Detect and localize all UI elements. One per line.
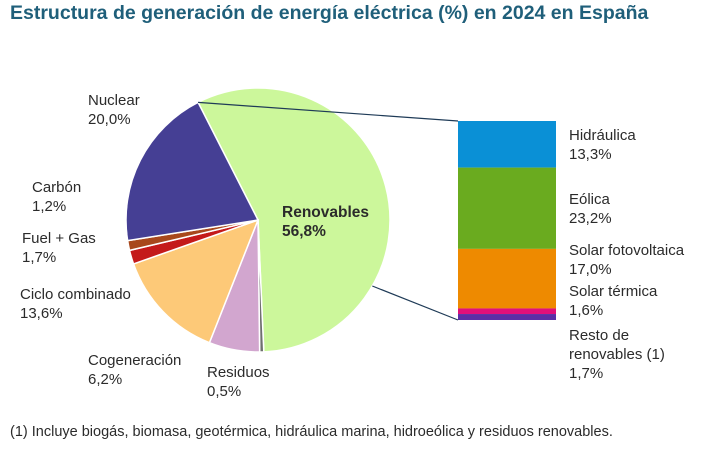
chart-title: Estructura de generación de energía eléc… — [10, 2, 649, 24]
label-resto-renovables-line2: renovables (1) — [569, 346, 665, 363]
label-residuos: Residuos 0,5% — [207, 363, 270, 401]
label-ciclo-combinado-name: Ciclo combinado — [20, 286, 131, 303]
label-eolica: Eólica 23,2% — [569, 190, 612, 228]
footnote: (1) Incluye biogás, biomasa, geotérmica,… — [10, 424, 613, 440]
label-cogeneracion-name: Cogeneración — [88, 352, 182, 369]
label-residuos-name: Residuos — [207, 364, 270, 381]
connector-line-bottom — [372, 285, 459, 321]
label-resto-renovables-value: 1,7% — [569, 365, 604, 382]
label-renovables: Renovables 56,8% — [282, 203, 369, 241]
pie-slice-renovables — [197, 87, 391, 353]
label-renovables-value: 56,8% — [282, 223, 326, 240]
bar-segment-solar-fotovoltaica — [458, 248, 556, 309]
pie-slice-nuclear — [125, 101, 260, 242]
label-hidraulica-value: 13,3% — [569, 146, 612, 163]
label-fuel-gas-value: 1,7% — [22, 249, 57, 266]
label-resto-renovables-line1: Resto de — [569, 327, 630, 344]
label-carbon: Carbón 1,2% — [32, 178, 81, 216]
label-nuclear-name: Nuclear — [88, 92, 140, 109]
label-solar-termica-name: Solar térmica — [569, 283, 658, 300]
label-ciclo-combinado: Ciclo combinado 13,6% — [20, 285, 131, 323]
label-ciclo-combinado-value: 13,6% — [20, 305, 63, 322]
label-nuclear: Nuclear 20,0% — [88, 91, 140, 129]
bar-segment-hidráulica — [458, 121, 556, 168]
bar-segment-resto-de-renovables-1- — [458, 314, 556, 320]
label-eolica-name: Eólica — [569, 191, 610, 208]
pie-slice-ciclo-combinado — [132, 218, 260, 344]
label-cogeneracion-value: 6,2% — [88, 371, 123, 388]
label-fuel-gas-name: Fuel + Gas — [22, 230, 96, 247]
label-solar-fotovoltaica-name: Solar fotovoltaica — [569, 242, 685, 259]
label-carbon-value: 1,2% — [32, 198, 67, 215]
bar-segment-solar-térmica — [458, 308, 556, 315]
label-nuclear-value: 20,0% — [88, 111, 131, 128]
label-solar-termica: Solar térmica 1,6% — [569, 282, 657, 320]
label-hidraulica-name: Hidráulica — [569, 127, 636, 144]
connector-line-top — [198, 101, 459, 122]
label-hidraulica: Hidráulica 13,3% — [569, 126, 636, 164]
label-resto-renovables: Resto de renovables (1) 1,7% — [569, 326, 665, 383]
label-eolica-value: 23,2% — [569, 210, 612, 227]
label-residuos-value: 0,5% — [207, 383, 242, 400]
label-solar-termica-value: 1,6% — [569, 302, 604, 319]
bar-segment-eólica — [458, 167, 556, 249]
label-fuel-gas: Fuel + Gas 1,7% — [22, 229, 96, 267]
label-carbon-name: Carbón — [32, 179, 82, 196]
label-cogeneracion: Cogeneración 6,2% — [88, 351, 181, 389]
label-solar-fotovoltaica: Solar fotovoltaica 17,0% — [569, 241, 684, 279]
label-renovables-name: Renovables — [282, 204, 370, 221]
label-solar-fotovoltaica-value: 17,0% — [569, 261, 612, 278]
